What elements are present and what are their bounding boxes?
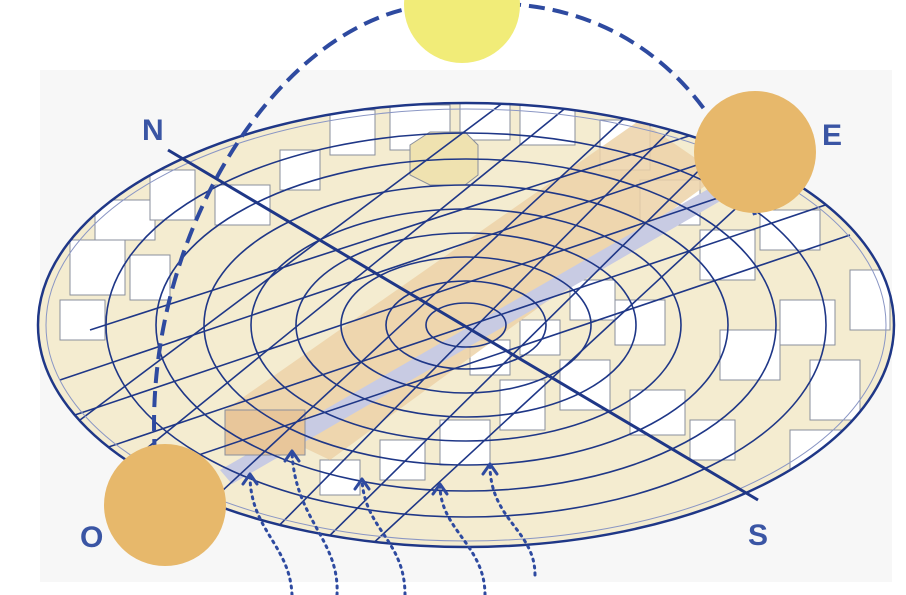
arrowhead-4 [431, 482, 449, 496]
sun-east [694, 91, 816, 213]
wind-arrow-3 [360, 478, 407, 595]
north-south-axis [167, 148, 759, 502]
compass-label-north: N [142, 114, 164, 147]
disc-outline [36, 101, 896, 549]
wind-arrow-4 [438, 483, 487, 595]
wind-arrow-1 [248, 473, 294, 595]
ring-7 [155, 158, 777, 492]
ring-4 [295, 232, 637, 418]
wind-arrow-5 [488, 463, 537, 577]
ring-6 [203, 184, 729, 466]
compass-label-west: O [80, 521, 103, 554]
round-tower-block [409, 131, 479, 186]
arrowhead-3 [353, 477, 371, 491]
ring-1 [425, 302, 507, 348]
wind-arrows [248, 450, 537, 595]
sun-west [104, 444, 226, 566]
arrowhead-5 [481, 462, 499, 476]
arrowhead-1 [241, 472, 259, 486]
ring-2 [385, 280, 547, 370]
grid-lines-a [59, 103, 861, 491]
grid-lines-b [79, 103, 811, 547]
arrowhead-2 [283, 449, 301, 463]
compass-label-east: E [822, 119, 842, 152]
sun-zenith [404, 0, 520, 63]
rail-strip [220, 188, 722, 484]
wind-arrowheads [241, 449, 499, 496]
compass-label-south: S [748, 519, 768, 552]
wind-arrow-2 [290, 450, 339, 595]
